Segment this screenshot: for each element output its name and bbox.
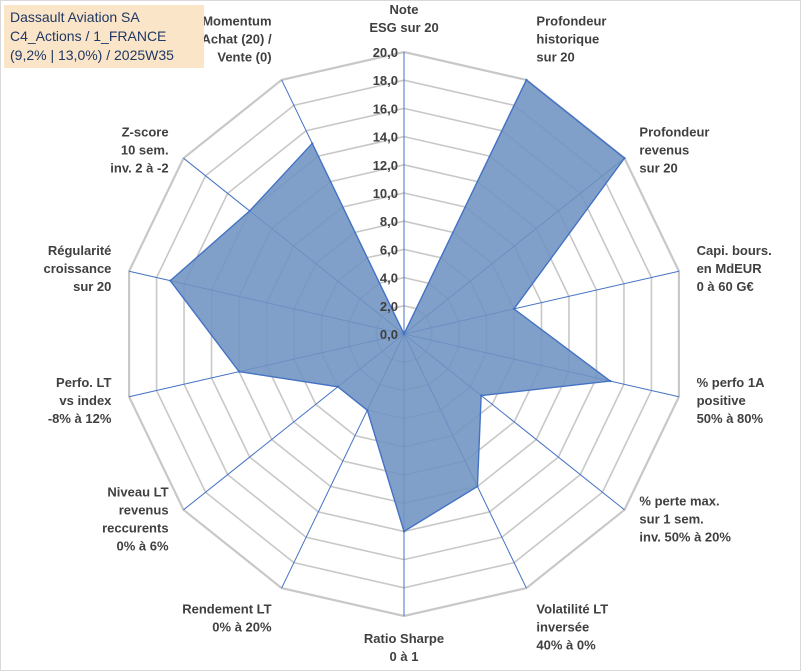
data-point	[512, 307, 516, 311]
axis-label-line: Achat (20) /	[201, 31, 271, 46]
axis-label: Capi. bours. en MdEUR 0 à 60 G€	[697, 243, 772, 294]
tick-label: 0,0	[380, 327, 398, 342]
axis-label-line: Note	[390, 2, 419, 17]
axis-label-line: 40% à 0%	[536, 638, 596, 653]
axis-label: Note ESG sur 20	[369, 2, 438, 35]
axis-label-line: Profondeur	[536, 13, 606, 28]
axis-label: % perte max. sur 1 sem. inv. 50% à 20%	[639, 494, 731, 545]
title-line-1: Dassault Aviation SA	[10, 9, 140, 25]
axis-label: Régularité croissance sur 20	[43, 243, 111, 294]
tick-label: 8,0	[380, 214, 398, 229]
tick-label: 20,0	[373, 45, 398, 60]
axis-label: Profondeur revenus sur 20	[639, 124, 709, 175]
title-line-2: C4_Actions / 1_FRANCE	[10, 28, 167, 44]
axis-labels: Note ESG sur 20 Profondeur historique sur 20…	[43, 2, 771, 664]
axis-label-line: inversée	[536, 620, 589, 635]
axis-label-line: Vente (0)	[217, 49, 271, 64]
data-point	[366, 409, 369, 412]
axis-label: Profondeur historique sur 20	[536, 13, 606, 64]
data-point	[248, 209, 251, 213]
axis-label-line: 10 sem.	[121, 142, 169, 157]
tick-label: 10,0	[373, 186, 398, 201]
axis-label: Niveau LT revenus reccurents 0% à 6%	[102, 485, 169, 554]
axis-label: Volatilité LT inversée 40% à 0%	[536, 602, 608, 653]
axis-label-line: Ratio Sharpe	[364, 631, 444, 646]
tick-label: 12,0	[373, 158, 398, 173]
axis-label: Momentum Achat (20) / Vente (0)	[201, 13, 271, 64]
tick-label: 2,0	[380, 299, 398, 314]
axis-label-line: inv. 2 à -2	[110, 160, 168, 175]
axis-label-line: revenus	[639, 142, 689, 157]
axis-label-line: en MdEUR	[697, 261, 763, 276]
axis-label-line: ESG sur 20	[369, 20, 438, 35]
data-point	[402, 530, 406, 533]
data-point	[525, 78, 528, 82]
axis-label-line: Profondeur	[639, 124, 709, 139]
axis-label-line: Régularité	[48, 243, 112, 258]
axis-label: Z-score 10 sem. inv. 2 à -2	[110, 124, 168, 175]
data-point	[608, 379, 612, 383]
axis-label-line: sur 1 sem.	[639, 512, 703, 527]
tick-label: 16,0	[373, 101, 398, 116]
axis-label-line: sur 20	[73, 279, 111, 294]
tick-label: 6,0	[380, 242, 398, 257]
axis-label-line: Niveau LT	[107, 485, 168, 500]
axis-label: Rendement LT 0% à 20%	[182, 602, 272, 635]
axis-label: % perfo 1A positive 50% à 80%	[697, 375, 766, 426]
axis-label-line: reccurents	[102, 521, 168, 536]
axis-label-line: revenus	[119, 503, 169, 518]
axis-label-line: % perfo 1A	[697, 375, 766, 390]
axis-label-line: Volatilité LT	[536, 602, 608, 617]
title-line-3: (9,2% | 13,0%) / 2025W35	[10, 47, 174, 63]
data-point	[311, 142, 314, 145]
axis-label-line: inv. 50% à 20%	[639, 530, 731, 545]
axis-label: Ratio Sharpe 0 à 1	[364, 631, 444, 664]
title-box: Dassault Aviation SA C4_Actions / 1_FRAN…	[4, 5, 204, 68]
axis-label-line: Z-score	[122, 124, 169, 139]
axis-label-line: 0 à 60 G€	[697, 279, 754, 294]
axis-label-line: % perte max.	[639, 494, 719, 509]
axis-label-line: Rendement LT	[182, 602, 271, 617]
data-point	[476, 485, 479, 488]
axis-label-line: sur 20	[536, 49, 574, 64]
radial-tick-labels: 0,0 2,0 4,0 6,0 8,0 10,0 12,0 14,0 16,0 18,0 20,0	[373, 45, 398, 342]
axis-label-line: vs index	[59, 393, 112, 408]
axis-label-line: -8% à 12%	[48, 411, 112, 426]
axis-label-line: 0% à 20%	[212, 620, 272, 635]
axis-label: Perfo. LT vs index -8% à 12%	[48, 375, 112, 426]
data-point	[479, 394, 483, 397]
data-point	[402, 332, 406, 336]
data-point	[237, 370, 241, 373]
data-point	[336, 385, 340, 388]
tick-label: 18,0	[373, 73, 398, 88]
axis-label-line: Perfo. LT	[56, 375, 111, 390]
radar-series	[169, 78, 626, 533]
data-point	[169, 279, 172, 282]
axis-label-line: sur 20	[639, 160, 677, 175]
axis-label-line: 50% à 80%	[697, 411, 764, 426]
axis-label-line: historique	[536, 31, 599, 46]
tick-label: 4,0	[380, 271, 398, 286]
axis-label-line: Capi. bours.	[697, 243, 772, 258]
axis-label-line: 0% à 6%	[117, 539, 169, 554]
data-point	[623, 156, 626, 160]
axis-label-line: croissance	[43, 261, 111, 276]
axis-label-line: Momentum	[202, 13, 271, 28]
tick-label: 14,0	[373, 130, 398, 145]
axis-label-line: positive	[697, 393, 746, 408]
axis-label-line: 0 à 1	[390, 649, 419, 664]
